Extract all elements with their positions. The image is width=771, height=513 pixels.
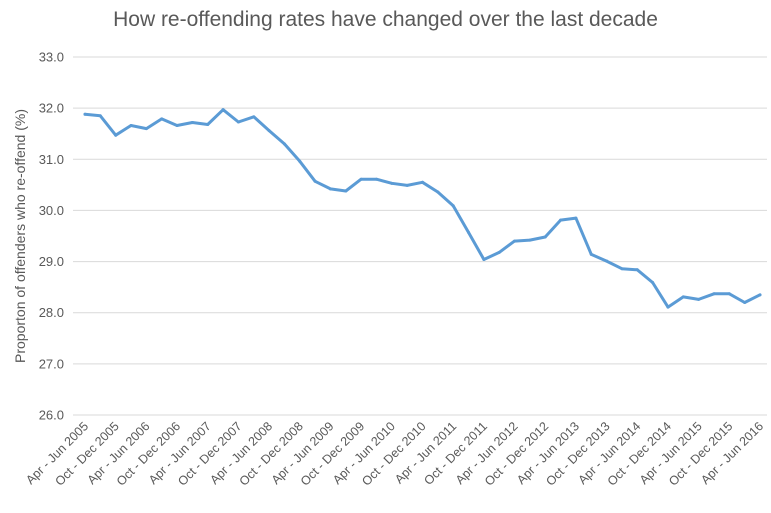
y-tick-label: 28.0 <box>39 305 64 320</box>
data-point <box>543 235 547 239</box>
data-point <box>359 177 363 181</box>
data-point <box>160 117 164 121</box>
data-point <box>589 252 593 256</box>
data-point <box>574 216 578 220</box>
chart-title: How re-offending rates have changed over… <box>113 8 658 31</box>
series-layer <box>83 108 762 309</box>
data-point <box>681 295 685 299</box>
y-tick-label: 31.0 <box>39 152 64 167</box>
y-tick-label: 26.0 <box>39 408 64 423</box>
data-point <box>175 124 179 128</box>
data-point <box>98 114 102 118</box>
y-tick-label: 27.0 <box>39 356 64 371</box>
data-point <box>451 204 455 208</box>
y-tick-label: 33.0 <box>39 50 64 65</box>
data-point <box>144 127 148 131</box>
data-point <box>129 124 133 128</box>
data-point <box>467 230 471 234</box>
data-point <box>114 133 118 137</box>
data-point <box>620 267 624 271</box>
data-point <box>267 129 271 133</box>
data-point <box>559 218 563 222</box>
data-point <box>252 115 256 119</box>
data-point <box>743 300 747 304</box>
data-point <box>282 142 286 146</box>
data-point <box>712 292 716 296</box>
data-point <box>328 187 332 191</box>
data-point <box>605 259 609 263</box>
y-tick-label: 30.0 <box>39 203 64 218</box>
data-point <box>497 250 501 254</box>
data-point <box>344 189 348 193</box>
y-axis-ticks: 26.0 27.0 28.0 29.0 30.0 31.0 32.0 33.0 <box>39 50 64 423</box>
data-point <box>758 293 762 297</box>
data-point <box>666 305 670 309</box>
data-point <box>405 183 409 187</box>
gridlines <box>73 56 767 416</box>
data-point <box>374 177 378 181</box>
data-point <box>390 181 394 185</box>
data-point <box>236 120 240 124</box>
data-point <box>298 159 302 163</box>
data-point <box>206 123 210 127</box>
data-point <box>727 292 731 296</box>
y-axis-label: Proporton of offenders who re-offend (%) <box>12 109 28 363</box>
data-point <box>482 258 486 262</box>
data-point <box>528 238 532 242</box>
data-point <box>436 190 440 194</box>
data-point <box>313 179 317 183</box>
data-point <box>513 239 517 243</box>
data-point <box>697 297 701 301</box>
data-point <box>651 281 655 285</box>
data-point <box>83 112 87 116</box>
series-line <box>83 108 762 309</box>
y-tick-label: 29.0 <box>39 254 64 269</box>
y-tick-label: 32.0 <box>39 101 64 116</box>
data-point <box>635 268 639 272</box>
data-point <box>421 180 424 184</box>
data-point <box>190 120 194 124</box>
data-point <box>221 108 225 112</box>
